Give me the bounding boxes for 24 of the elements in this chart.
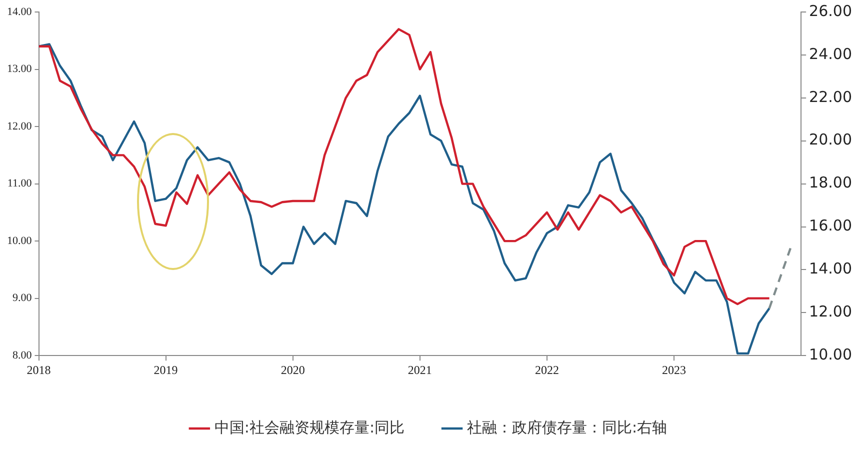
y2-tick-label: 14.00 [809,260,852,278]
y-tick-label: 9.00 [12,292,32,304]
x-tick-label: 2020 [280,362,305,377]
x-tick-label: 2022 [534,362,559,377]
y2-tick-label: 24.00 [809,44,852,63]
legend-label: 社融：政府债存量：同比:右轴 [467,418,668,436]
y-tick-label: 11.00 [7,178,32,190]
y2-tick-label: 10.00 [809,345,852,364]
y-tick-label: 14.00 [7,6,32,18]
y-tick-label: 8.00 [12,349,32,362]
legend-label: 中国:社会融资规模存量:同比 [214,418,405,436]
y2-tick-label: 16.00 [809,216,852,235]
x-tick-label: 2018 [26,362,51,377]
y2-tick-label: 12.00 [809,302,852,321]
y2-tick-label: 22.00 [809,88,852,106]
x-tick-label: 2019 [154,362,178,377]
y-tick-label: 10.00 [7,234,32,247]
x-tick-label: 2021 [408,362,432,377]
y2-tick-label: 26.00 [809,2,852,20]
y-tick-label: 12.00 [7,120,32,132]
y-tick-label: 13.00 [7,63,32,76]
y2-tick-label: 18.00 [809,174,852,192]
x-tick-label: 2023 [662,362,686,377]
y2-tick-label: 20.00 [809,130,852,149]
